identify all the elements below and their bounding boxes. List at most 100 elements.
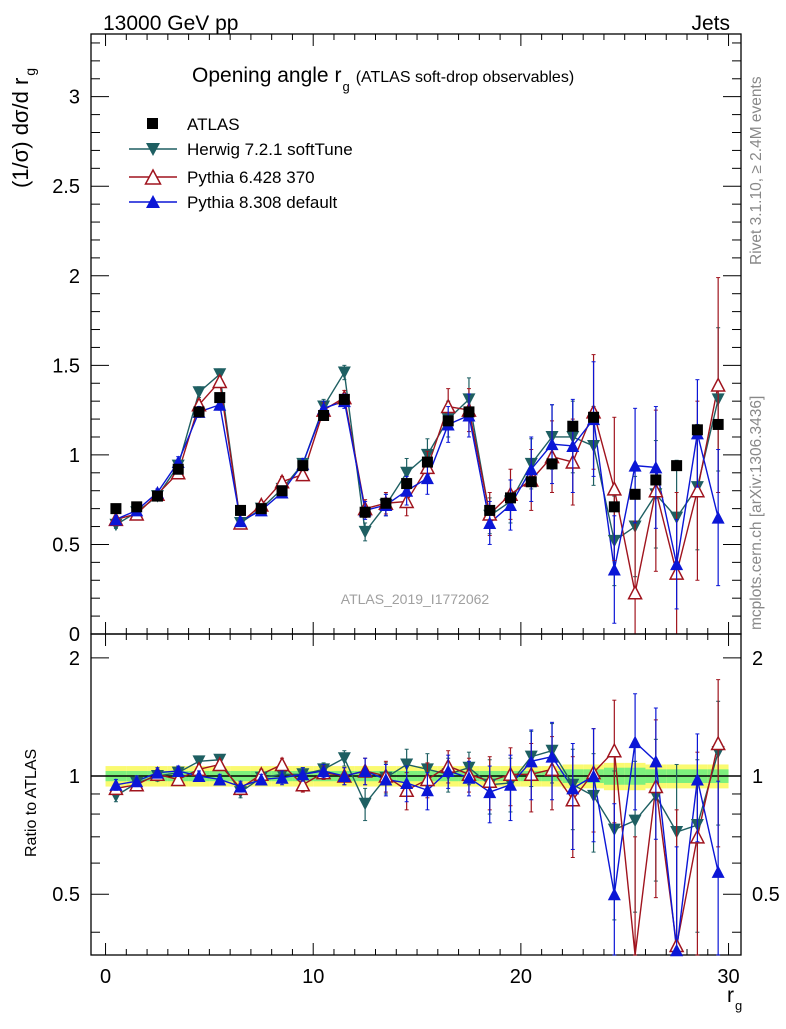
ratio-point <box>711 865 725 878</box>
top-point <box>689 482 706 498</box>
ratio-point <box>109 778 123 791</box>
top-point <box>192 386 206 399</box>
ratio-y-tick-label: 0.5 <box>52 884 80 906</box>
ratio-y-tick-label-right: 1 <box>752 766 763 788</box>
top-y-tick-label: 2 <box>69 266 80 288</box>
y-axis-label-bottom: Ratio to ATLAS <box>23 749 40 857</box>
ratio-point <box>358 797 372 811</box>
top-point <box>212 373 228 389</box>
top-point <box>359 506 371 518</box>
top-point <box>131 501 143 513</box>
rivet-version-label: Rivet 3.1.10, ≥ 2.4M events <box>748 76 765 265</box>
ratio-point <box>150 766 164 779</box>
ratio-panel-data <box>108 679 726 957</box>
ratio-point <box>587 769 601 783</box>
legend-marker-atlas <box>147 118 158 129</box>
top-point <box>711 511 725 524</box>
top-point <box>629 488 641 500</box>
ratio-point <box>441 764 455 777</box>
ratio-point <box>192 769 206 783</box>
ratio-point <box>545 750 559 763</box>
top-point <box>400 466 414 480</box>
legend-label-atlas: ATLAS <box>187 115 240 134</box>
ratio-point <box>317 764 331 777</box>
ratio-point <box>213 772 227 786</box>
legend-entry-herwig: Herwig 7.2.1 softTune <box>129 140 353 159</box>
y-axis-label-top: (1/σ) dσ/d rg <box>8 68 38 188</box>
ratio-point <box>400 758 414 771</box>
ratio-y-tick-label: 1 <box>69 766 80 788</box>
header-right: Jets <box>691 12 730 35</box>
ratio-point <box>566 781 580 795</box>
top-point <box>235 504 247 516</box>
top-point <box>670 557 684 571</box>
ratio-point <box>171 764 185 777</box>
ratio-point <box>400 776 414 789</box>
ratio-point <box>275 771 289 784</box>
legend: ATLAS Herwig 7.2.1 softTune Pythia 6.428… <box>129 115 353 212</box>
legend-label-pythia6: Pythia 6.428 370 <box>187 168 315 187</box>
top-point <box>588 411 600 423</box>
top-point <box>213 398 227 411</box>
ratio-point <box>607 887 621 901</box>
watermark-analysis-id: ATLAS_2019_I1772062 <box>341 591 490 607</box>
ratio-y-tick-label-right: 0.5 <box>752 884 780 906</box>
top-y-tick-label: 1 <box>69 445 80 467</box>
top-point <box>400 484 414 497</box>
ratio-point <box>212 756 228 772</box>
top-point <box>463 406 475 418</box>
top-point <box>671 460 683 472</box>
top-point <box>627 584 643 600</box>
top-point <box>608 501 620 513</box>
ratio-point <box>628 814 642 828</box>
ratio-point <box>628 735 642 749</box>
ratio-panel-frame <box>90 633 742 956</box>
top-line-2 <box>115 379 719 593</box>
ratio-panel-axes: 0 10 20 30 0.5 0.5 1 1 2 2 <box>52 633 780 988</box>
top-point <box>420 471 434 485</box>
ratio-point <box>254 772 268 786</box>
ratio-point <box>649 754 663 768</box>
ratio-point <box>379 772 393 786</box>
top-point <box>606 480 623 496</box>
top-point <box>109 512 123 526</box>
header-left: 13000 GeV pp <box>103 12 238 35</box>
top-y-tick-label: 1.5 <box>52 355 80 377</box>
legend-label-pythia8: Pythia 8.308 default <box>187 193 338 212</box>
legend-marker-herwig <box>146 143 160 156</box>
legend-entry-pythia6: Pythia 6.428 370 <box>129 168 315 187</box>
top-point <box>421 456 433 468</box>
legend-entry-atlas: ATLAS <box>147 115 240 134</box>
legend-marker-pythia6 <box>144 168 162 185</box>
ratio-point <box>503 778 517 791</box>
top-point <box>607 563 621 576</box>
x-tick-label: 20 <box>510 966 532 988</box>
top-point <box>214 392 226 404</box>
top-point <box>504 492 516 504</box>
top-point <box>151 490 163 502</box>
ratio-point <box>296 767 310 781</box>
ratio-point <box>420 783 434 797</box>
top-point <box>338 393 350 405</box>
top-point <box>712 418 724 430</box>
top-point <box>567 420 579 432</box>
top-point <box>525 476 537 488</box>
top-point <box>524 462 538 476</box>
top-point <box>110 503 122 515</box>
top-point <box>545 437 559 451</box>
top-point <box>483 516 497 529</box>
ratio-point <box>710 735 726 751</box>
top-point <box>295 466 311 482</box>
ratio-point <box>462 771 476 784</box>
ratio-point <box>358 764 372 777</box>
ratio-point <box>483 785 497 799</box>
top-point <box>484 504 496 516</box>
top-point <box>297 460 309 472</box>
ratio-point <box>670 943 684 957</box>
ratio-point <box>606 742 623 758</box>
top-panel-data <box>108 277 726 635</box>
ratio-line-2 <box>115 740 719 951</box>
legend-label-herwig: Herwig 7.2.1 softTune <box>187 140 353 159</box>
legend-marker-pythia8 <box>146 195 160 208</box>
ratio-point <box>690 772 704 786</box>
